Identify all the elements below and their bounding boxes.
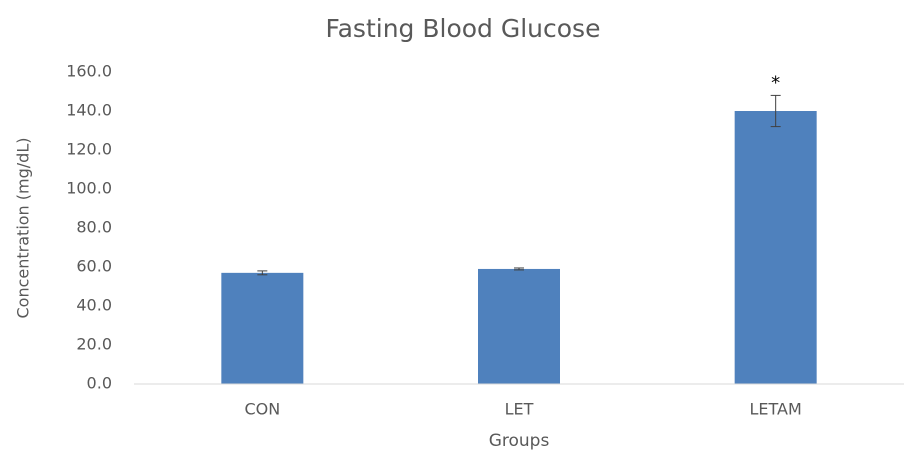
bar [221, 272, 304, 384]
error-bar [257, 270, 268, 276]
bar [478, 268, 560, 384]
y-tick-label: 60.0 [76, 257, 112, 276]
y-tick-label: 0.0 [87, 374, 112, 393]
bar [734, 111, 817, 384]
x-tick-label: CON [244, 400, 280, 419]
y-tick-label: 140.0 [66, 101, 112, 120]
x-tick-label: LET [505, 400, 534, 419]
y-axis-label: Concentration (mg/dL) [14, 138, 33, 319]
y-tick-label: 100.0 [66, 179, 112, 198]
y-tick-label: 160.0 [66, 62, 112, 81]
x-tick-label: LETAM [750, 400, 802, 419]
chart-title: Fasting Blood Glucose [326, 14, 601, 43]
error-bar [514, 267, 524, 271]
annotation: * [771, 72, 780, 93]
y-tick-label: 20.0 [76, 335, 112, 354]
y-tick-label: 80.0 [76, 218, 112, 237]
x-axis-label: Groups [489, 431, 550, 451]
y-tick-label: 40.0 [76, 296, 112, 315]
error-bar [770, 94, 781, 128]
y-tick-label: 120.0 [66, 140, 112, 159]
